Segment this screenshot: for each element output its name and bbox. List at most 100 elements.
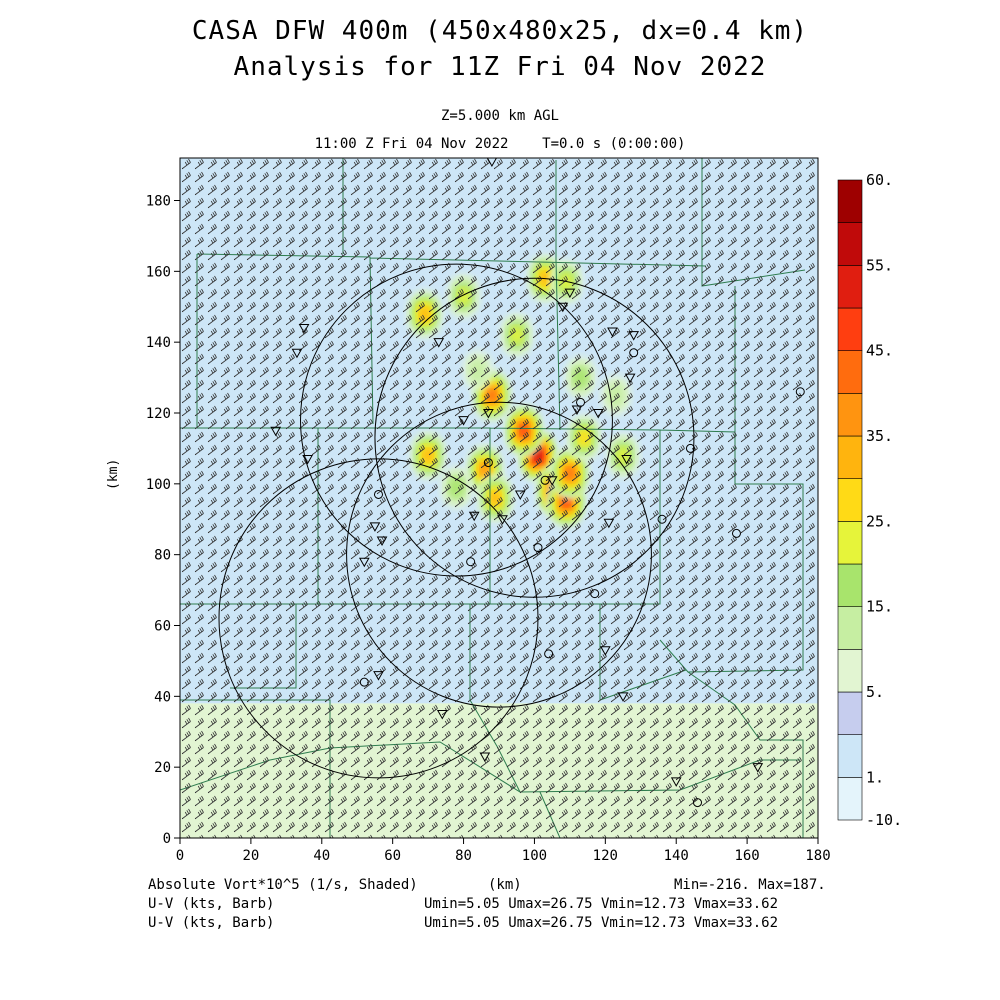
colorbar-swatch — [837, 478, 863, 522]
site-marker-triangle — [621, 455, 632, 465]
colorbar-label: 60. — [866, 171, 893, 189]
chart-title: CASA DFW 400m (450x480x25, dx=0.4 km) — [191, 16, 809, 46]
colorbar-swatch — [837, 307, 863, 351]
colorbar-label: 1. — [866, 768, 884, 786]
site-marker-triangle — [291, 348, 303, 359]
radar-ring — [374, 277, 695, 598]
colorbar-swatch — [837, 222, 863, 266]
colorbar-swatch — [837, 435, 863, 479]
y-tick-label: 160 — [146, 264, 171, 280]
site-marker-triangle — [571, 405, 583, 415]
valid-time-label: 11:00 Z Fri 04 Nov 2022 T=0.0 s (0:00:00… — [314, 136, 686, 152]
x-tick-label: 120 — [593, 848, 618, 864]
colorbar-swatch — [837, 777, 863, 821]
colorbar-swatch — [837, 563, 863, 607]
radar-ring — [300, 263, 613, 577]
colorbar-swatch — [837, 350, 863, 394]
site-marker-triangle — [628, 331, 640, 341]
site-marker-circle — [544, 649, 554, 659]
colorbar: 60. 55. 45. 35. 25. 15. 5. 1. -10. — [837, 171, 902, 829]
site-marker-circle — [657, 514, 667, 524]
y-tick-label: 60 — [154, 619, 171, 635]
site-marker-triangle — [302, 455, 313, 465]
site-marker-triangle — [497, 515, 508, 525]
site-marker-circle — [692, 798, 702, 808]
site-marker-triangle — [298, 324, 310, 334]
colorbar-label: 25. — [866, 512, 893, 530]
site-marker-triangle — [373, 671, 384, 681]
site-marker-circle — [795, 387, 805, 397]
level-label: Z=5.000 km AGL — [440, 108, 559, 124]
site-marker-circle — [483, 458, 493, 468]
site-marker-circle — [685, 443, 695, 453]
site-marker-triangle — [436, 710, 448, 720]
site-marker-circle — [576, 397, 586, 407]
site-marker-triangle — [270, 426, 282, 437]
colorbar-swatch — [837, 393, 863, 437]
site-marker-triangle — [607, 327, 618, 338]
footer-range-barb2: Umin=5.05 Umax=26.75 Vmin=12.73 Vmax=33.… — [424, 915, 779, 931]
x-tick-label: 40 — [313, 848, 330, 864]
site-marker-triangle — [752, 763, 764, 773]
y-tick-label: 20 — [154, 760, 171, 776]
x-tick-label: 0 — [176, 848, 184, 864]
y-tick-label: 0 — [163, 831, 171, 847]
plot-area — [180, 158, 818, 838]
footer-range-barb1: Umin=5.05 Umax=26.75 Vmin=12.73 Vmax=33.… — [424, 896, 779, 912]
x-tick-label: 160 — [734, 848, 759, 864]
x-tick-label: 100 — [522, 848, 547, 864]
site-marker-circle — [533, 543, 543, 553]
colorbar-swatch — [837, 265, 863, 309]
y-tick-label: 80 — [154, 548, 171, 564]
site-marker-triangle — [433, 338, 445, 348]
site-marker-triangle — [670, 777, 682, 787]
colorbar-swatch — [837, 179, 863, 223]
site-marker-triangle — [546, 476, 558, 486]
site-marker-circle — [540, 475, 550, 485]
site-marker-triangle — [564, 288, 576, 299]
colorbar-swatch — [837, 734, 863, 778]
site-marker-triangle — [479, 752, 491, 763]
site-markers — [270, 158, 805, 808]
colorbar-label: 45. — [866, 342, 893, 360]
site-marker-triangle — [376, 536, 388, 547]
site-marker-circle — [590, 589, 600, 599]
colorbar-swatch — [837, 606, 863, 650]
colorbar-label: -10. — [866, 811, 902, 829]
colorbar-swatch — [837, 521, 863, 565]
radar-ring — [218, 458, 539, 779]
x-axis-label: (km) — [488, 877, 522, 893]
colorbar-label: 35. — [866, 427, 893, 445]
site-marker-triangle — [468, 511, 480, 522]
site-marker-triangle — [483, 409, 494, 419]
y-axis-label: (km) — [106, 458, 121, 490]
colorbar-label: 15. — [866, 598, 893, 616]
x-tick-label: 180 — [805, 848, 830, 864]
plot-frame — [179, 157, 819, 839]
site-marker-triangle — [458, 416, 469, 426]
radar-range-rings — [218, 263, 695, 779]
site-marker-circle — [373, 489, 383, 499]
site-marker-triangle — [624, 373, 636, 384]
y-tick-label: 180 — [146, 194, 171, 210]
site-marker-triangle — [603, 518, 615, 529]
site-marker-triangle — [617, 692, 629, 702]
colorbar-label: 55. — [866, 256, 893, 274]
x-tick-label: 60 — [384, 848, 401, 864]
site-marker-circle — [466, 557, 476, 567]
site-marker-triangle — [557, 302, 569, 313]
x-tick-label: 80 — [455, 848, 472, 864]
footer-minmax: Min=-216. Max=187. — [674, 877, 826, 893]
site-marker-circle — [731, 528, 741, 538]
site-marker-triangle — [358, 557, 370, 568]
colorbar-label: 5. — [866, 683, 884, 701]
footer-field-barb2: U-V (kts, Barb) — [148, 915, 275, 931]
x-tick-label: 140 — [664, 848, 689, 864]
chart-subtitle: Analysis for 11Z Fri 04 Nov 2022 — [233, 52, 767, 82]
colorbar-swatch — [837, 691, 863, 735]
site-marker-circle — [359, 677, 369, 687]
wind-barb-field — [180, 158, 818, 838]
footer-field-barb1: U-V (kts, Barb) — [148, 896, 275, 912]
site-marker-triangle — [599, 646, 611, 656]
